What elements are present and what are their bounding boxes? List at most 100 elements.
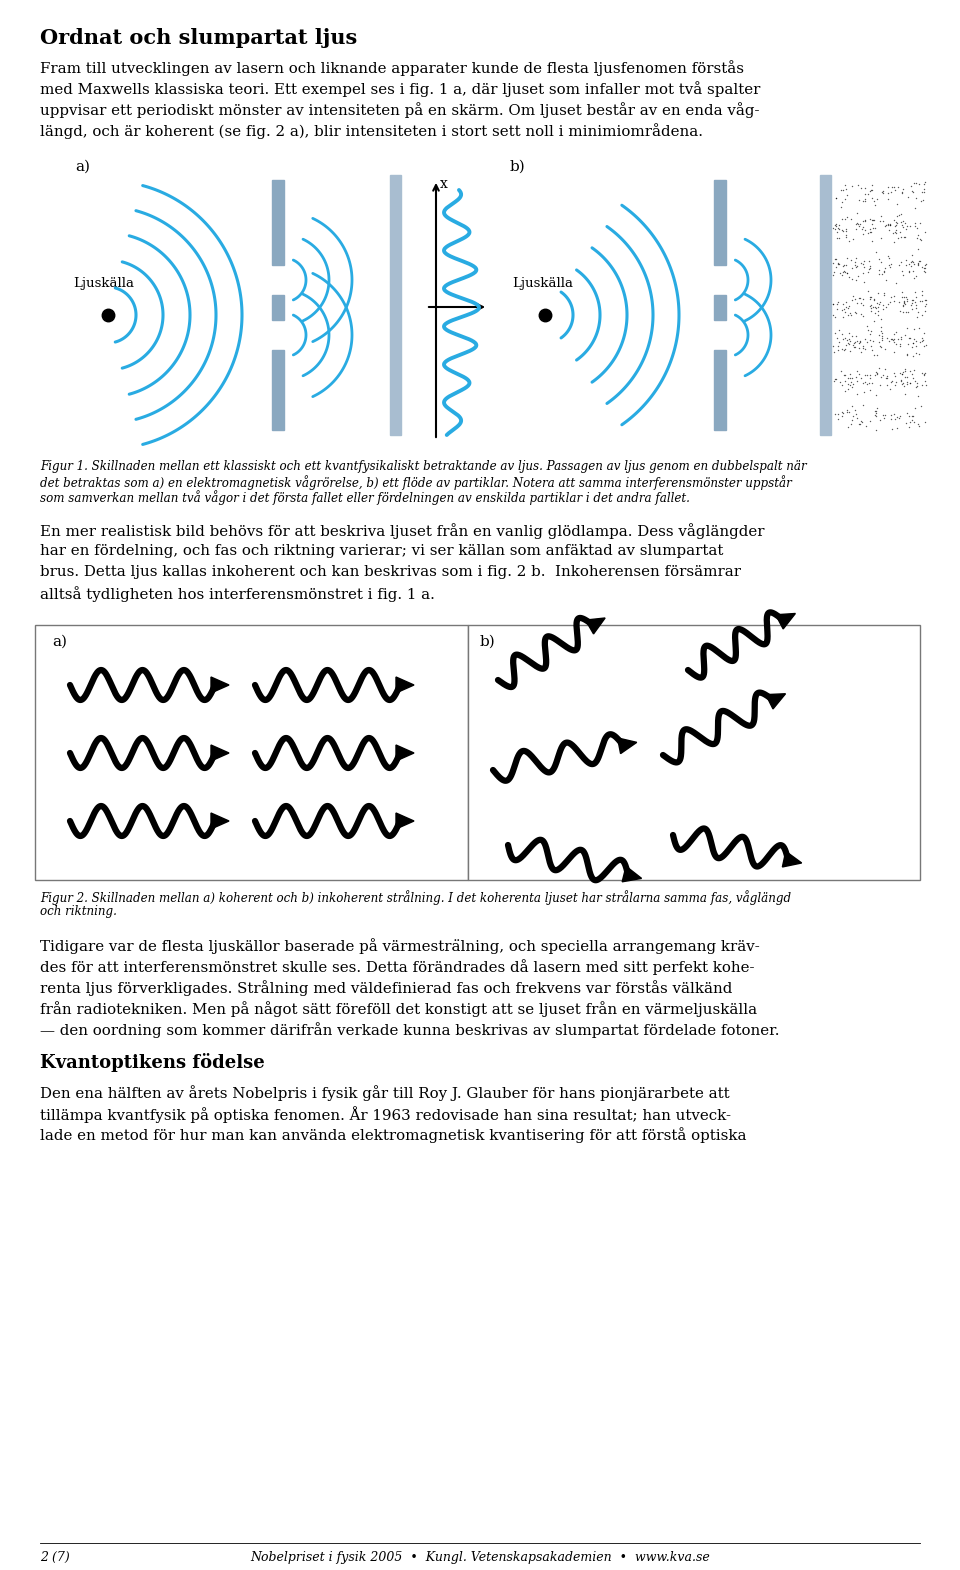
Point — [889, 416, 904, 441]
Point — [880, 174, 896, 199]
Point — [831, 217, 847, 242]
Point — [868, 418, 883, 443]
Point — [870, 361, 885, 386]
Point — [871, 292, 886, 317]
Point — [882, 377, 898, 402]
Point — [826, 292, 841, 317]
Point — [872, 330, 887, 355]
Point — [852, 411, 867, 436]
Point — [861, 256, 876, 281]
Point — [852, 212, 868, 237]
Point — [918, 251, 933, 276]
Point — [876, 405, 892, 430]
Point — [902, 371, 918, 396]
Point — [828, 214, 843, 239]
Point — [869, 240, 884, 265]
Point — [915, 374, 930, 399]
Point — [874, 334, 889, 360]
Point — [909, 305, 924, 330]
Point — [901, 410, 917, 435]
Point — [914, 179, 929, 204]
Point — [850, 290, 865, 316]
Point — [888, 331, 903, 356]
Point — [901, 325, 917, 350]
Point — [904, 408, 920, 433]
Point — [893, 333, 908, 358]
Point — [905, 366, 921, 391]
Point — [838, 217, 853, 242]
Point — [883, 181, 899, 206]
Polygon shape — [586, 619, 605, 634]
Point — [827, 402, 842, 427]
Point — [875, 177, 890, 203]
Point — [906, 250, 922, 275]
Point — [906, 170, 922, 195]
Point — [829, 325, 845, 350]
Point — [874, 226, 889, 251]
Point — [863, 366, 878, 391]
Point — [886, 339, 901, 364]
Point — [892, 331, 907, 356]
Point — [854, 217, 870, 242]
Point — [905, 344, 921, 369]
Point — [840, 366, 855, 391]
Point — [884, 416, 900, 441]
Text: och riktning.: och riktning. — [40, 904, 117, 918]
Text: med Maxwells klassiska teori. Ett exempel ses i fig. 1 a, där ljuset som infalle: med Maxwells klassiska teori. Ett exempe… — [40, 82, 760, 97]
Point — [911, 342, 926, 367]
Point — [827, 305, 842, 330]
Point — [859, 372, 875, 397]
Point — [899, 341, 914, 366]
Point — [868, 295, 883, 320]
Point — [845, 174, 860, 199]
Point — [829, 225, 845, 250]
Point — [850, 210, 865, 236]
Point — [849, 382, 864, 407]
Point — [848, 267, 863, 292]
Point — [840, 246, 855, 272]
Point — [864, 177, 879, 203]
Point — [878, 267, 894, 292]
Point — [849, 328, 864, 353]
Point — [840, 295, 855, 320]
Text: Figur 2. Skillnaden mellan a) koherent och b) inkoherent strålning. I det kohere: Figur 2. Skillnaden mellan a) koherent o… — [40, 890, 791, 904]
Point — [839, 328, 854, 353]
Point — [864, 220, 879, 245]
Point — [894, 367, 909, 392]
Point — [864, 173, 879, 198]
Point — [915, 188, 930, 214]
Point — [900, 369, 915, 394]
Point — [876, 297, 891, 322]
Point — [904, 403, 920, 429]
Point — [838, 300, 853, 325]
Point — [884, 327, 900, 352]
Point — [836, 338, 852, 363]
Point — [890, 174, 905, 199]
Point — [848, 402, 863, 427]
Point — [886, 284, 901, 309]
Point — [837, 369, 852, 394]
Point — [841, 327, 856, 352]
Point — [905, 330, 921, 355]
Point — [918, 220, 933, 245]
Point — [881, 328, 897, 353]
Point — [918, 256, 933, 281]
Point — [839, 261, 854, 286]
Point — [876, 181, 891, 206]
Point — [831, 226, 847, 251]
Point — [895, 298, 910, 323]
Point — [906, 358, 922, 383]
Point — [842, 400, 857, 425]
Point — [906, 410, 922, 435]
Point — [911, 253, 926, 278]
Point — [858, 413, 874, 438]
Point — [834, 262, 850, 287]
Point — [917, 363, 932, 388]
Point — [863, 284, 878, 309]
Point — [910, 411, 925, 436]
Point — [830, 250, 846, 275]
Point — [869, 342, 884, 367]
Point — [900, 364, 915, 389]
Point — [894, 250, 909, 275]
Point — [917, 360, 932, 385]
